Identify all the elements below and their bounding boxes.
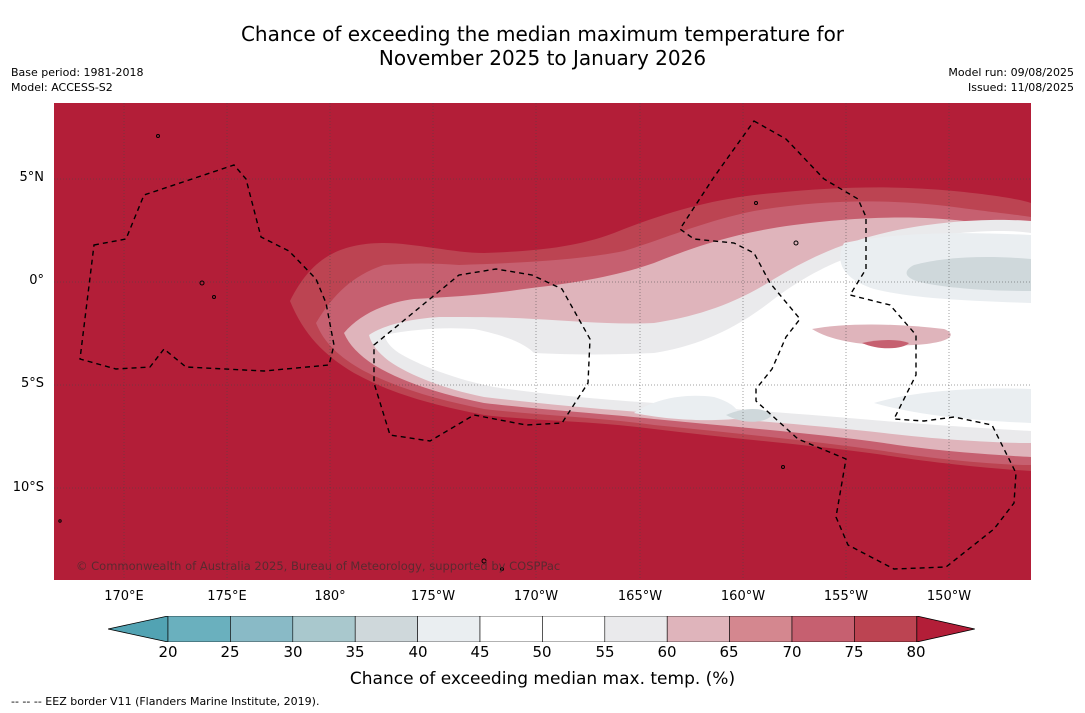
eez-phoenix — [373, 268, 591, 442]
cbar-cell-4 — [417, 616, 481, 642]
band-35b — [726, 409, 772, 422]
cbar-tick-20: 20 — [158, 643, 178, 661]
cbar-cell-11 — [854, 616, 918, 642]
cbar-cell-5 — [479, 616, 543, 642]
lat-label-5s: 5°S — [20, 376, 44, 391]
band-70-patch — [862, 340, 909, 349]
eez-borders — [79, 120, 1017, 570]
eez-legend-footer: -- -- -- EEZ border V11 (Flanders Marine… — [11, 695, 320, 708]
lon-label-180: 180° — [314, 589, 346, 604]
cbar-cell-7 — [604, 616, 668, 642]
lat-label-10s: 10°S — [12, 480, 44, 495]
model-name: Model: ACCESS-S2 — [11, 81, 113, 94]
cbar-tick-70: 70 — [782, 643, 802, 661]
base-period: Base period: 1981-2018 — [11, 66, 144, 79]
cbar-tick-65: 65 — [719, 643, 739, 661]
meta-right: Model run: 09/08/2025 Issued: 11/08/2025 — [948, 65, 1074, 95]
issued-date: Issued: 11/08/2025 — [967, 81, 1074, 94]
eez-kiribati-gilberts — [79, 164, 335, 372]
lon-label-175e: 175°E — [207, 589, 247, 604]
cbar-tick-80: 80 — [906, 643, 926, 661]
lon-label-175w: 175°W — [410, 589, 456, 604]
cbar-cell-2 — [292, 616, 356, 642]
cbar-tick-40: 40 — [408, 643, 428, 661]
cbar-tick-50: 50 — [532, 643, 552, 661]
cbar-cell-0 — [167, 616, 231, 642]
map-credit: © Commonwealth of Australia 2025, Bureau… — [76, 559, 561, 573]
cbar-tick-25: 25 — [220, 643, 240, 661]
lon-label-170e: 170°E — [104, 589, 144, 604]
lon-label-150w: 150°W — [926, 589, 972, 604]
cbar-cell-8 — [666, 616, 730, 642]
lon-label-170w: 170°W — [513, 589, 559, 604]
cbar-tick-75: 75 — [844, 643, 864, 661]
lat-label-0: 0° — [29, 273, 44, 288]
cbar-cell-3 — [354, 616, 418, 642]
cbar-cell-10 — [791, 616, 855, 642]
cbar-extend-high — [916, 616, 975, 642]
cbar-tick-55: 55 — [595, 643, 615, 661]
lon-label-160w: 160°W — [720, 589, 766, 604]
meta-left: Base period: 1981-2018 Model: ACCESS-S2 — [11, 65, 143, 95]
lon-label-165w: 165°W — [617, 589, 663, 604]
forecast-map — [54, 103, 1031, 580]
cbar-tick-45: 45 — [470, 643, 490, 661]
cbar-tick-60: 60 — [657, 643, 677, 661]
lon-label-155w: 155°W — [823, 589, 869, 604]
title-line-2: November 2025 to January 2026 — [378, 46, 707, 70]
graticule — [54, 103, 1031, 580]
colorbar — [108, 616, 975, 642]
cbar-extend-low — [108, 616, 169, 642]
cbar-tick-35: 35 — [345, 643, 365, 661]
lat-label-5n: 5°N — [19, 170, 45, 185]
band-40b — [874, 388, 1031, 423]
band-40 — [634, 395, 738, 421]
eez-line-islands — [679, 120, 1017, 570]
islands — [58, 134, 799, 571]
cbar-cell-9 — [729, 616, 793, 642]
title-line-1: Chance of exceeding the median maximum t… — [240, 22, 845, 46]
cbar-cell-6 — [542, 616, 606, 642]
cbar-cell-1 — [230, 616, 294, 642]
colorbar-cells — [108, 616, 975, 642]
colorbar-ticks: 20 25 30 35 40 45 50 55 60 65 70 75 80 — [0, 643, 1085, 663]
chart-title: Chance of exceeding the median maximum t… — [0, 22, 1085, 70]
colorbar-label: Chance of exceeding median max. temp. (%… — [349, 669, 736, 689]
cbar-tick-30: 30 — [283, 643, 303, 661]
band-35 — [906, 257, 1031, 291]
model-run: Model run: 09/08/2025 — [948, 66, 1074, 79]
